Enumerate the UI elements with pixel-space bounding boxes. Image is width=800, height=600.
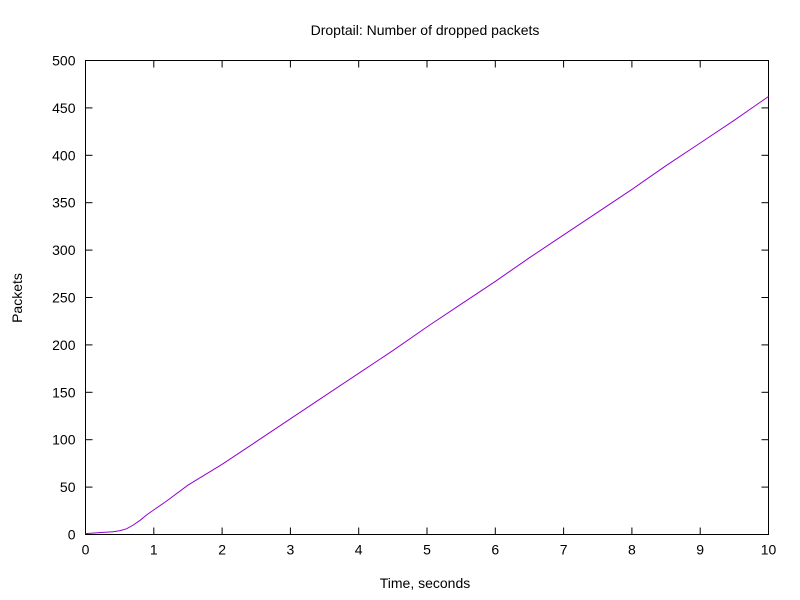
x-tick-label: 1 — [150, 542, 158, 558]
y-tick-label: 50 — [60, 479, 76, 495]
x-tick-label: 4 — [355, 542, 363, 558]
y-axis-ticks: 0 50 100 150 200 250 300 350 400 450 500 — [52, 53, 769, 543]
y-tick-label: 200 — [52, 337, 76, 353]
x-tick-label: 3 — [287, 542, 295, 558]
y-tick-label: 250 — [52, 290, 76, 306]
x-tick-label: 10 — [761, 542, 777, 558]
y-tick-label: 0 — [68, 527, 76, 543]
y-tick-label: 100 — [52, 432, 76, 448]
x-axis-label: Time, seconds — [380, 575, 471, 591]
x-tick-label: 5 — [423, 542, 431, 558]
series-line — [85, 96, 769, 535]
y-tick-label: 500 — [52, 53, 76, 69]
x-tick-label: 2 — [218, 542, 226, 558]
y-axis-label: Packets — [9, 273, 25, 323]
x-tick-label: 8 — [628, 542, 636, 558]
x-tick-label: 6 — [491, 542, 499, 558]
x-tick-label: 9 — [696, 542, 704, 558]
y-tick-label: 450 — [52, 100, 76, 116]
chart-title: Droptail: Number of dropped packets — [311, 22, 540, 38]
plot-frame — [85, 60, 769, 535]
y-tick-label: 400 — [52, 147, 76, 163]
x-tick-label: 7 — [560, 542, 568, 558]
x-axis-ticks: 0 1 2 3 4 5 6 7 8 9 10 — [82, 60, 777, 558]
y-tick-label: 350 — [52, 195, 76, 211]
x-tick-label: 0 — [82, 542, 90, 558]
y-tick-label: 300 — [52, 242, 76, 258]
y-tick-label: 150 — [52, 384, 76, 400]
